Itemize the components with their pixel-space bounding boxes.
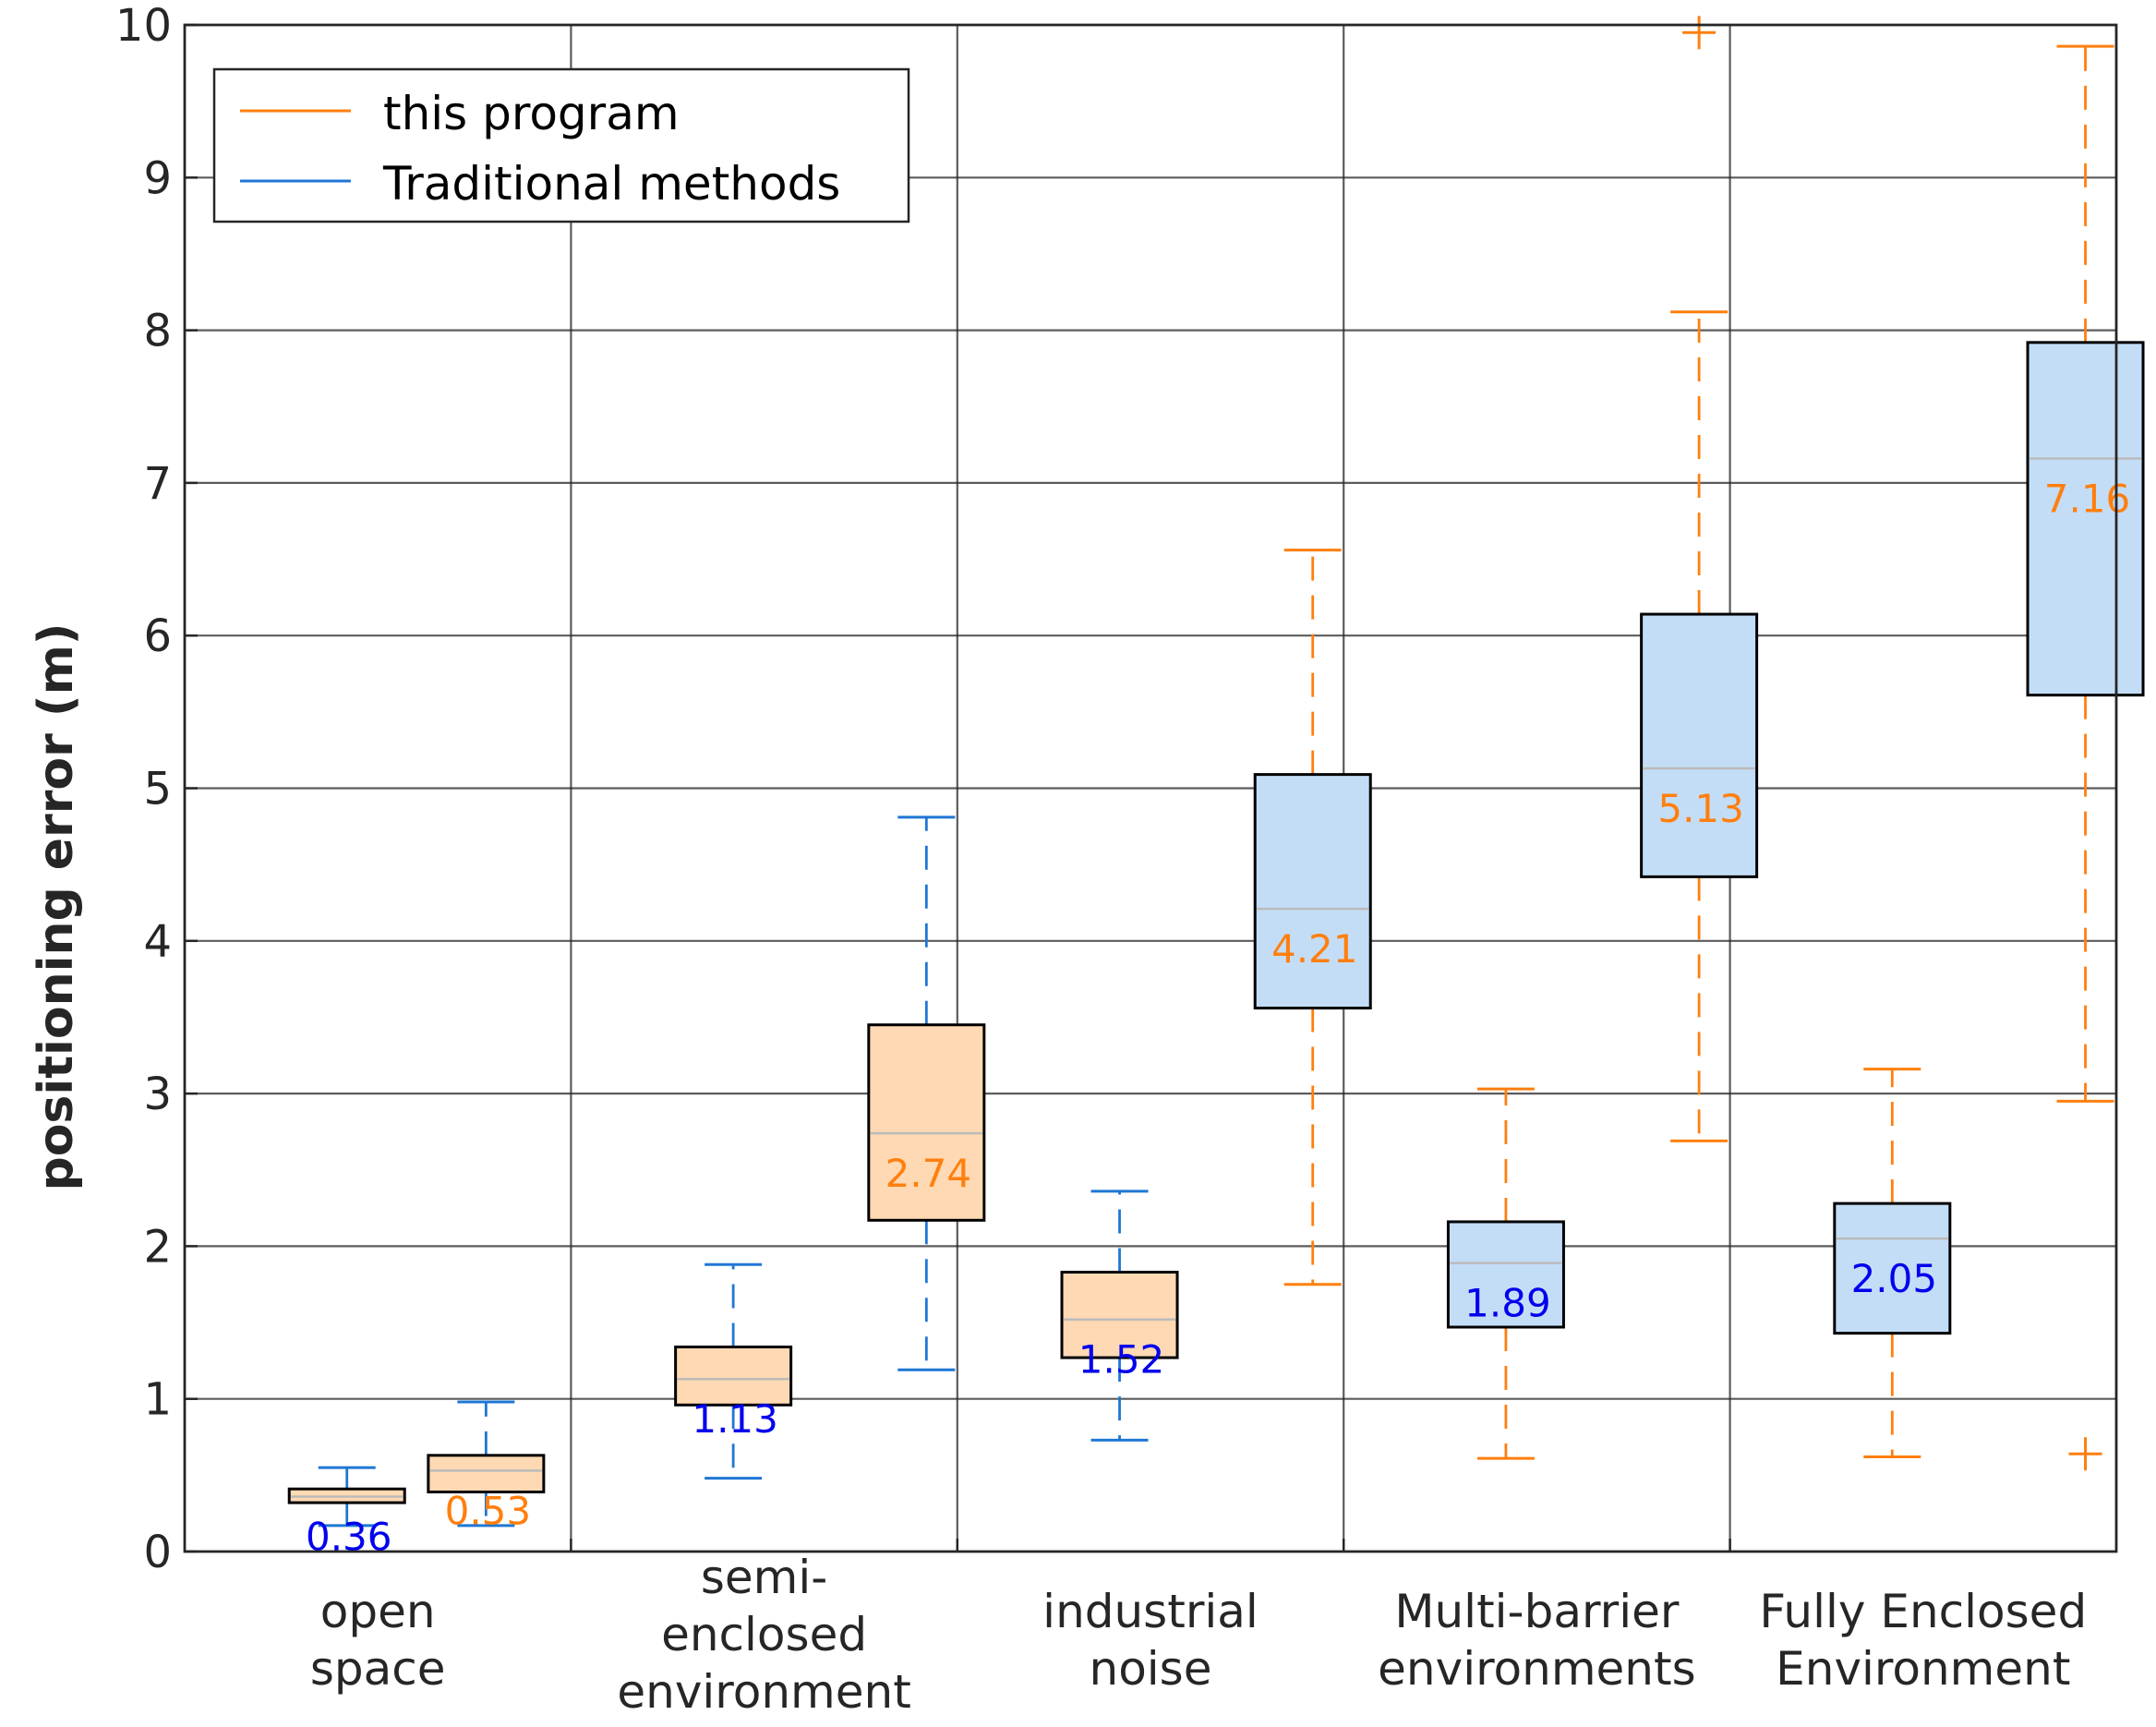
axes: 012345678910openspacesemi-enclosedenviro… bbox=[115, 0, 2118, 1719]
box-6-body bbox=[1446, 1220, 1565, 1329]
x-category-label-2-0: industrial bbox=[1042, 1585, 1259, 1638]
x-category-label-1-0: semi- bbox=[701, 1551, 827, 1604]
box-7-body bbox=[1640, 612, 1759, 878]
y-axis-label: positioning error (m) bbox=[29, 622, 84, 1190]
box-5-median-label: 4.21 bbox=[1271, 926, 1358, 972]
y-tick-label-9: 9 bbox=[143, 152, 172, 204]
box-8-body bbox=[1833, 1202, 1952, 1335]
y-tick-label-3: 3 bbox=[143, 1069, 172, 1120]
x-category-label-1-1: enclosed bbox=[661, 1608, 867, 1661]
y-tick-label-1: 1 bbox=[143, 1374, 172, 1426]
y-tick-label-7: 7 bbox=[143, 458, 172, 510]
box-4-median-label: 1.52 bbox=[1078, 1337, 1165, 1383]
y-tick-label-10: 10 bbox=[115, 0, 172, 52]
box-2-body bbox=[674, 1345, 793, 1407]
box-6: 1.89 bbox=[1446, 1087, 1565, 1460]
box-9-body bbox=[2026, 341, 2145, 697]
box-3-median-label: 2.74 bbox=[885, 1151, 972, 1196]
box-5: 4.21 bbox=[1253, 549, 1372, 1286]
box-1-body bbox=[427, 1454, 546, 1494]
x-category-label-4-1: Environment bbox=[1776, 1642, 2070, 1696]
y-tick-label-5: 5 bbox=[143, 764, 172, 815]
box-2: 1.13 bbox=[674, 1262, 793, 1480]
box-3-body bbox=[867, 1023, 986, 1222]
box-1: 0.53 bbox=[427, 1400, 546, 1533]
box-8-median-label: 2.05 bbox=[1851, 1256, 1938, 1301]
y-tick-label-8: 8 bbox=[143, 306, 172, 357]
y-tick-label-4: 4 bbox=[143, 916, 172, 968]
x-category-label-4-0: Fully Enclosed bbox=[1759, 1585, 2087, 1638]
box-2-median-label: 1.13 bbox=[692, 1396, 778, 1442]
box-4-body bbox=[1060, 1271, 1179, 1359]
legend-box bbox=[212, 67, 910, 223]
legend-label-traditional-methods: Traditional methods bbox=[382, 157, 840, 211]
x-category-label-1-2: environment bbox=[617, 1665, 910, 1719]
y-tick-label-2: 2 bbox=[143, 1221, 172, 1273]
box-1-median-label: 0.53 bbox=[445, 1488, 532, 1533]
box-7: 5.13 bbox=[1640, 16, 1759, 1142]
y-tick-label-6: 6 bbox=[143, 610, 172, 662]
box-8: 2.05 bbox=[1833, 1068, 1952, 1459]
box-7-median-label: 5.13 bbox=[1657, 786, 1744, 831]
box-3: 2.74 bbox=[867, 815, 986, 1371]
legend-label-this-program: this program bbox=[383, 87, 680, 140]
x-category-label-2-1: noise bbox=[1090, 1642, 1212, 1696]
y-tick-label-0: 0 bbox=[143, 1527, 172, 1578]
x-category-label-3-0: Multi-barrier bbox=[1394, 1585, 1680, 1638]
x-category-label-3-1: environments bbox=[1378, 1642, 1695, 1696]
plot-frame bbox=[183, 23, 2118, 1553]
box-4: 1.52 bbox=[1060, 1190, 1179, 1442]
boxes: 0.360.531.132.741.524.211.895.132.057.16 bbox=[287, 16, 2145, 1559]
box-6-median-label: 1.89 bbox=[1464, 1281, 1551, 1326]
x-category-label-0-0: open bbox=[320, 1585, 436, 1638]
box-5-body bbox=[1253, 773, 1372, 1010]
x-category-label-0-1: space bbox=[310, 1642, 446, 1696]
legend: this program Traditional methods bbox=[212, 67, 910, 223]
